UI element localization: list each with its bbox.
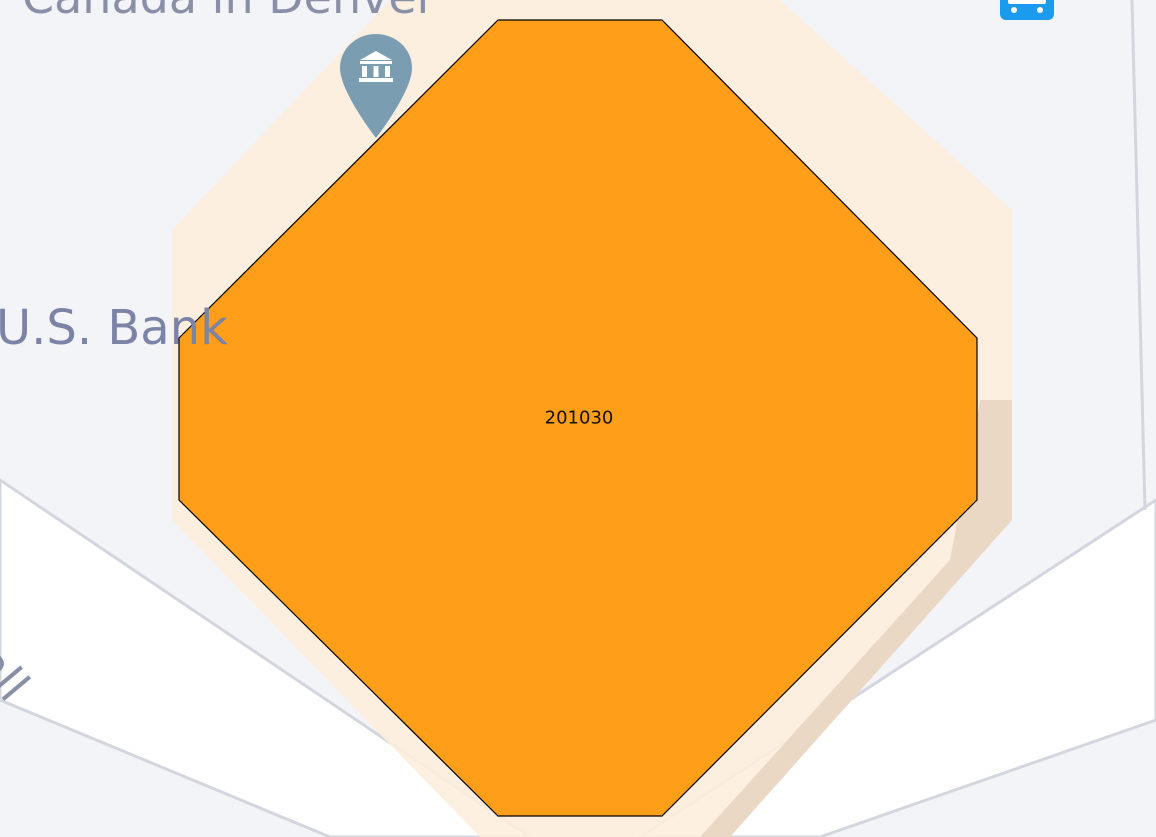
zone-polygon[interactable] xyxy=(178,19,978,817)
bus-icon[interactable] xyxy=(1000,0,1054,20)
map-label-bank: U.S. Bank xyxy=(0,300,228,356)
road-north xyxy=(200,0,420,90)
government-building-icon[interactable] xyxy=(336,30,416,142)
zone-id-label: 201030 xyxy=(544,407,614,429)
map-label-consulate: Canada in Denver xyxy=(22,0,436,24)
road-edge-right xyxy=(1130,0,1147,511)
